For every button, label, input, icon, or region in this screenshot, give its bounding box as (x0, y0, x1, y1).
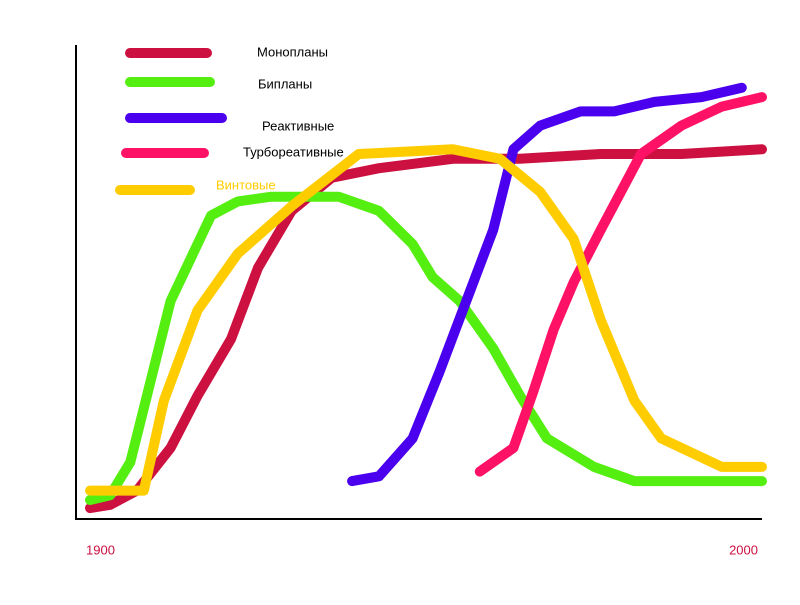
legend-label: Винтовые (216, 177, 276, 192)
series-line (347, 82, 747, 487)
legend-label: Бипланы (258, 76, 312, 91)
legend-label: Реактивные (262, 118, 334, 133)
x-tick-labels: 1900 2000 (86, 542, 758, 557)
legend: Монопланы Бипланы Реактивные Турбореативные… (115, 44, 344, 195)
legend-label: Турбореативные (243, 144, 344, 159)
series-line (85, 191, 767, 505)
series-line (474, 92, 767, 477)
x-tick-label: 2000 (729, 542, 758, 557)
legend-label: Монопланы (257, 44, 328, 59)
curves (85, 82, 767, 514)
x-tick-label: 1900 (86, 542, 115, 557)
series-line (85, 144, 767, 496)
